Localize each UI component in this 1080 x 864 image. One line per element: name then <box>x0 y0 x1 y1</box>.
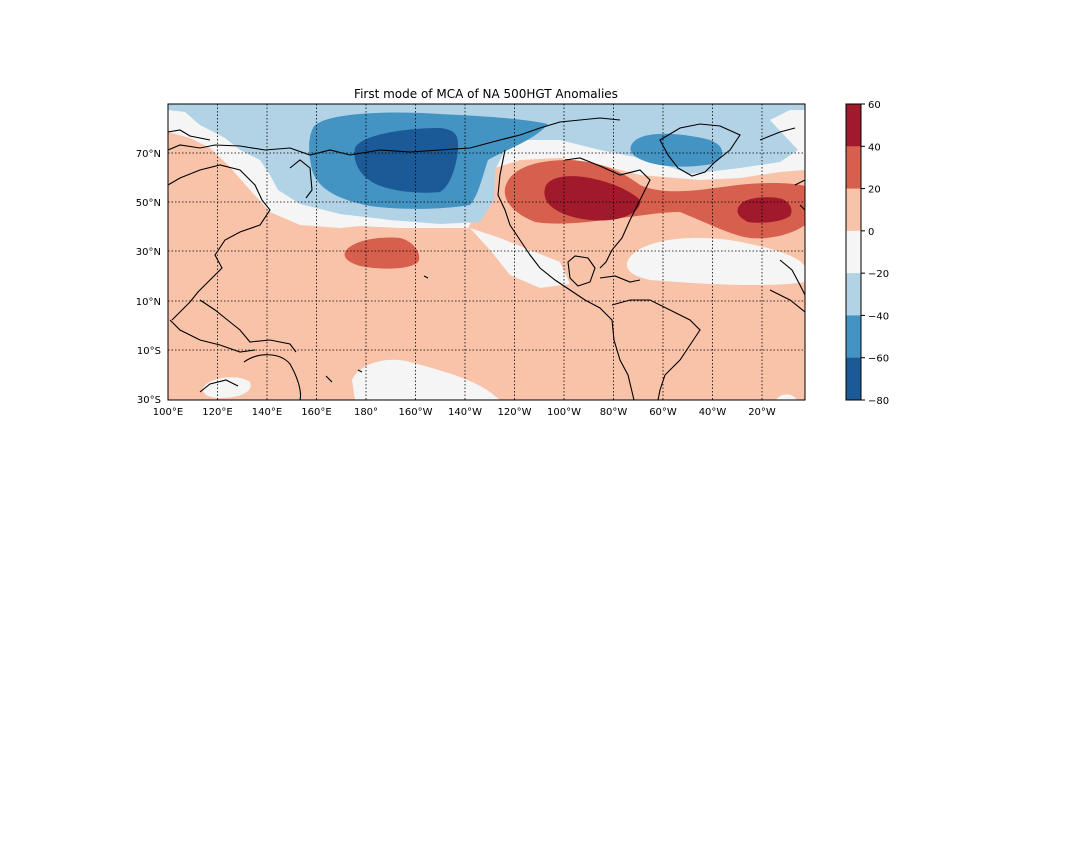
lon-label: 100°E <box>153 407 183 418</box>
contour-fill-near-zero-south <box>352 359 500 400</box>
colorbar-segment <box>846 273 861 316</box>
contour-fill-neg-40-greenland <box>630 133 723 167</box>
colorbar-frame <box>845 103 862 401</box>
lon-label: 160°W <box>399 407 433 418</box>
coastlines <box>168 117 805 400</box>
meridian-labels: 100°E 120°E 140°E 160°E 180° 160°W 140°W… <box>153 407 776 418</box>
contour-fill-pos-40-atlantic <box>737 197 792 223</box>
colorbar-tick-label: 0 <box>868 227 874 238</box>
colorbar-segment <box>846 104 861 147</box>
map-frame <box>167 103 806 401</box>
colorbar-segment <box>846 357 861 401</box>
colorbar-segment <box>846 230 861 274</box>
contour-fill-near-zero-pacific <box>470 228 570 288</box>
lat-label: 10°N <box>136 297 161 308</box>
colorbar-tick-label: −80 <box>868 396 889 407</box>
contour-fill-pos-40-america <box>544 176 641 221</box>
lon-label: 120°E <box>202 407 232 418</box>
map-title: First mode of MCA of NA 500HGT Anomalies <box>354 87 618 101</box>
colorbar-segment <box>846 146 861 190</box>
colorbar: 60 40 20 0 −20 −40 −60 −80 <box>845 100 889 407</box>
lat-label: 70°N <box>136 149 161 160</box>
contour-fill-pos-20-pacific <box>344 237 420 269</box>
lon-label: 160°E <box>301 407 331 418</box>
lon-label: 80°W <box>600 407 628 418</box>
colorbar-tick-label: 60 <box>868 100 881 111</box>
colorbar-tick-label: −40 <box>868 311 889 322</box>
lon-label: 140°W <box>448 407 482 418</box>
colorbar-segment <box>846 188 861 232</box>
lon-label: 120°W <box>498 407 532 418</box>
lon-label: 140°E <box>252 407 282 418</box>
contour-fill-near-zero-atlantic <box>626 237 805 286</box>
contour-fill-neg-60-pacific <box>354 128 459 193</box>
colorbar-tick-label: −20 <box>868 269 889 280</box>
map-panel <box>168 104 805 400</box>
parallel-labels: 70°N 50°N 30°N 10°N 10°S 30°S <box>136 149 161 406</box>
contour-fill-near-zero-southeast <box>776 394 797 400</box>
lat-label: 30°N <box>136 247 161 258</box>
lon-label: 100°W <box>547 407 581 418</box>
colorbar-tick-label: 40 <box>868 142 881 153</box>
colorbar-segment <box>846 315 861 359</box>
colorbar-tick-label: −60 <box>868 354 889 365</box>
lat-label: 10°S <box>137 346 161 357</box>
lon-label: 40°W <box>699 407 727 418</box>
lon-label: 180° <box>354 407 378 418</box>
colorbar-tick-label: 20 <box>868 185 881 196</box>
lat-label: 50°N <box>136 198 161 209</box>
lon-label: 20°W <box>748 407 776 418</box>
lon-label: 60°W <box>649 407 677 418</box>
graticule <box>168 104 805 400</box>
lat-label: 30°S <box>137 395 161 406</box>
